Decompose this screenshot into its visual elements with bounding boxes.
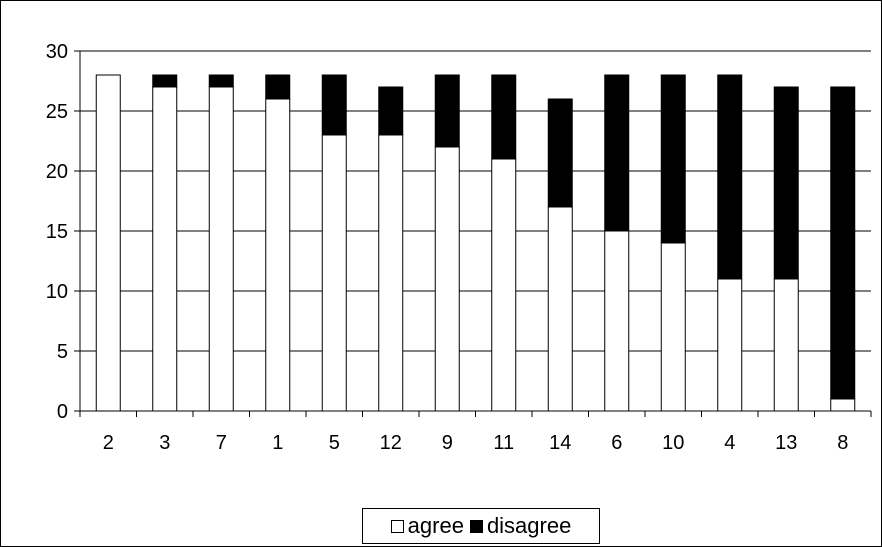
- bar-agree-12: [378, 134, 404, 412]
- x-tick-label-1: 1: [272, 432, 283, 454]
- bar-agree-11: [491, 158, 517, 412]
- x-tick-label-8: 8: [837, 432, 848, 454]
- bar-agree-4: [717, 278, 743, 412]
- bar-disagree-3: [152, 74, 178, 88]
- legend-label-agree: agree: [407, 513, 464, 538]
- legend-item-agree: agree: [390, 513, 464, 539]
- x-tick-label-9: 9: [442, 432, 453, 454]
- x-tick-label-3: 3: [159, 432, 170, 454]
- y-tick-label-0: 0: [57, 401, 68, 423]
- legend-swatch-agree: [390, 519, 404, 533]
- x-tick-label-6: 6: [611, 432, 622, 454]
- legend-label-disagree: disagree: [486, 513, 572, 538]
- bar-disagree-7: [208, 74, 234, 88]
- x-tick-label-10: 10: [662, 432, 684, 454]
- bar-disagree-14: [547, 98, 573, 208]
- legend: agree disagree: [362, 508, 600, 544]
- bar-agree-9: [434, 146, 460, 412]
- x-tick-label-13: 13: [775, 432, 797, 454]
- bar-agree-8: [830, 398, 856, 412]
- x-tick-label-14: 14: [549, 432, 571, 454]
- bar-disagree-9: [434, 74, 460, 148]
- bar-disagree-8: [830, 86, 856, 400]
- x-tick-label-5: 5: [329, 432, 340, 454]
- bar-agree-7: [208, 86, 234, 412]
- bar-agree-10: [660, 242, 686, 412]
- bar-agree-3: [152, 86, 178, 412]
- x-tick-label-12: 12: [380, 432, 402, 454]
- bar-agree-13: [773, 278, 799, 412]
- y-tick-label-10: 10: [46, 281, 68, 303]
- bar-disagree-12: [378, 86, 404, 136]
- x-tick-label-7: 7: [216, 432, 227, 454]
- bar-agree-1: [265, 98, 291, 412]
- bar-disagree-13: [773, 86, 799, 280]
- y-tick-label-25: 25: [46, 101, 68, 123]
- bar-disagree-10: [660, 74, 686, 244]
- legend-swatch-disagree: [469, 519, 483, 533]
- bar-disagree-5: [321, 74, 347, 136]
- bar-agree-5: [321, 134, 347, 412]
- legend-item-disagree: disagree: [469, 513, 572, 539]
- x-tick-label-2: 2: [103, 432, 114, 454]
- bar-agree-14: [547, 206, 573, 412]
- y-tick-label-5: 5: [57, 341, 68, 363]
- bar-disagree-11: [491, 74, 517, 160]
- bar-disagree-4: [717, 74, 743, 280]
- bar-disagree-1: [265, 74, 291, 100]
- bar-agree-6: [604, 230, 630, 412]
- y-tick-label-15: 15: [46, 221, 68, 243]
- bar-agree-2: [95, 74, 121, 412]
- y-tick-label-30: 30: [46, 41, 68, 63]
- x-tick-label-11: 11: [493, 432, 514, 454]
- x-tick-label-4: 4: [724, 432, 735, 454]
- bar-disagree-6: [604, 74, 630, 232]
- y-tick-label-20: 20: [46, 161, 68, 183]
